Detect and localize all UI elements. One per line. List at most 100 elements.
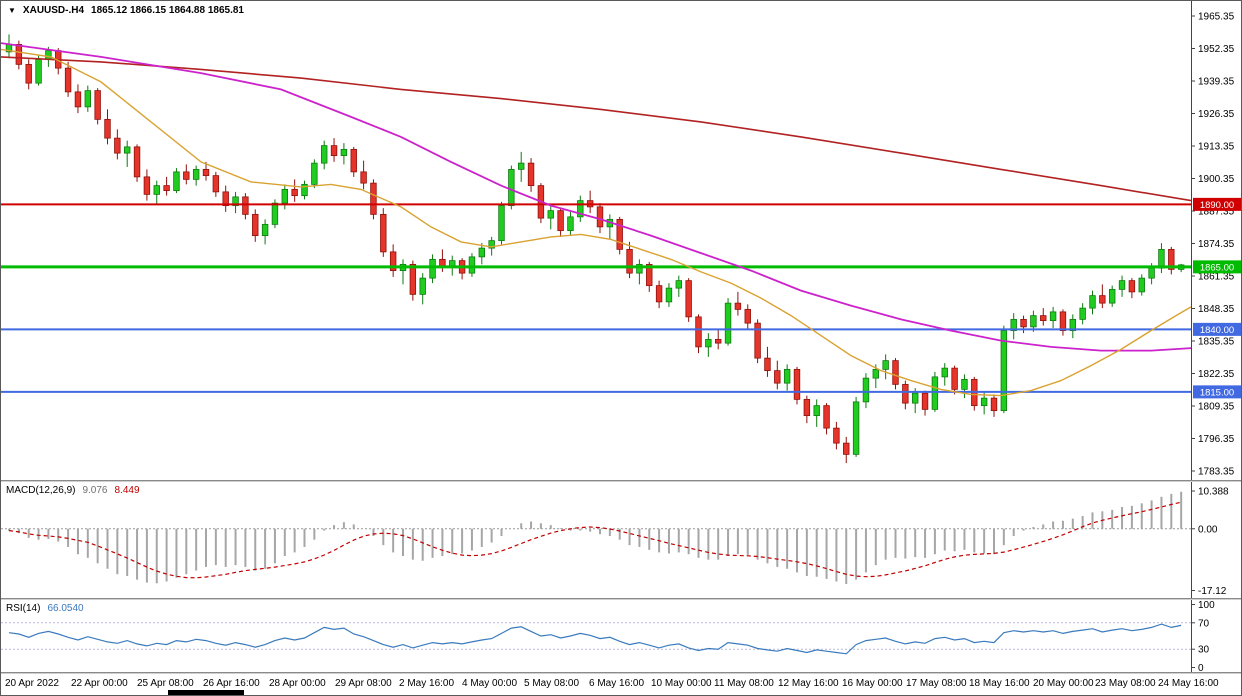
macd-pane[interactable]: 10.3880.00-17.12 MACD(12,26,9) 9.076 8.4…: [1, 482, 1242, 598]
candle-down: [184, 172, 190, 180]
candle-down: [75, 92, 81, 107]
rsi-name: RSI(14): [6, 603, 40, 614]
candle-up: [568, 217, 574, 231]
price-axis-label: 1809.35: [1198, 402, 1235, 413]
symbol-period-label: XAUUSD-.H4: [23, 5, 84, 16]
main-chart-canvas: 1965.351952.351939.351926.351913.351900.…: [1, 1, 1242, 480]
rsi-pane[interactable]: 10070300 RSI(14) 66.0540: [1, 600, 1242, 672]
candle-up: [420, 278, 426, 294]
candle-down: [144, 177, 150, 195]
rsi-axis-label: 70: [1198, 618, 1210, 629]
candle-down: [1021, 319, 1027, 327]
price-axis-label: 1783.35: [1198, 467, 1235, 478]
candle-up: [962, 379, 968, 389]
candle-up: [725, 303, 731, 343]
candle-down: [922, 393, 928, 409]
candle-up: [85, 91, 91, 107]
candle-down: [765, 358, 771, 371]
candle-up: [282, 189, 288, 203]
candle-up: [1090, 296, 1096, 309]
candle-down: [804, 399, 810, 415]
time-axis-label: 23 May 08:00: [1095, 678, 1156, 689]
candle-down: [686, 281, 692, 317]
time-axis-label: 22 Apr 00:00: [71, 678, 128, 689]
time-axis-label: 20 Apr 2022: [5, 678, 59, 689]
candle-down: [95, 91, 101, 120]
time-axis-label: 29 Apr 08:00: [335, 678, 392, 689]
time-axis-label: 25 Apr 08:00: [137, 678, 194, 689]
candle-up: [1139, 278, 1145, 292]
candle-down: [1129, 281, 1135, 292]
macd-signal-line: [9, 502, 1181, 578]
price-axis-label: 1900.35: [1198, 174, 1235, 185]
candle-up: [883, 361, 889, 370]
candle-up: [1159, 249, 1165, 268]
rsi-label: RSI(14) 66.0540: [6, 603, 84, 614]
candle-down: [65, 68, 71, 92]
candle-up: [1001, 331, 1007, 411]
screen-artifact: [168, 690, 244, 696]
candle-down: [656, 286, 662, 302]
price-level-badge-label: 1815.00: [1200, 387, 1234, 398]
candle-down: [775, 371, 781, 384]
candle-down: [558, 211, 564, 231]
candle-up: [666, 288, 672, 302]
price-axis-label: 1952.35: [1198, 44, 1235, 55]
candle-up: [518, 163, 524, 169]
time-axis-label: 24 May 16:00: [1158, 678, 1219, 689]
time-axis-label: 12 May 16:00: [778, 678, 839, 689]
candle-up: [1119, 281, 1125, 290]
time-axis-label: 16 May 00:00: [842, 678, 903, 689]
candle-down: [952, 368, 958, 389]
ohlc-values: 1865.12 1866.15 1864.88 1865.81: [91, 5, 244, 16]
price-axis-label: 1939.35: [1198, 77, 1235, 88]
macd-axis-label: 0.00: [1198, 524, 1218, 535]
candle-down: [331, 146, 337, 156]
candle-up: [174, 172, 180, 191]
time-axis-label: 4 May 00:00: [462, 678, 517, 689]
price-level-badge-label: 1865.00: [1200, 262, 1234, 273]
rsi-canvas: 10070300: [1, 600, 1242, 672]
expand-triangle-icon[interactable]: ▼: [8, 6, 16, 16]
macd-axis-label: 10.388: [1198, 487, 1229, 498]
candle-up: [1050, 312, 1056, 321]
ma-fast-gold: [1, 49, 1191, 395]
candle-up: [784, 369, 790, 383]
candle-up: [341, 149, 347, 155]
candle-up: [1109, 289, 1115, 303]
candle-up: [469, 257, 475, 273]
time-axis-label: 26 Apr 16:00: [203, 678, 260, 689]
candle-down: [16, 44, 22, 64]
main-chart-pane[interactable]: 1965.351952.351939.351926.351913.351900.…: [1, 1, 1242, 480]
candle-up: [193, 169, 199, 179]
time-axis-label: 18 May 16:00: [969, 678, 1030, 689]
price-axis-label: 1874.35: [1198, 239, 1235, 250]
macd-canvas: 10.3880.00-17.12: [1, 482, 1242, 598]
candle-up: [321, 146, 327, 164]
price-axis-label: 1926.35: [1198, 109, 1235, 120]
candle-down: [824, 406, 830, 429]
time-axis-label: 6 May 16:00: [589, 678, 644, 689]
price-axis-label: 1913.35: [1198, 142, 1235, 153]
time-axis-label: 20 May 00:00: [1033, 678, 1094, 689]
candle-down: [627, 249, 633, 273]
macd-label: MACD(12,26,9) 9.076 8.449: [6, 485, 140, 496]
candle-up: [932, 377, 938, 410]
rsi-value: 66.0540: [47, 603, 83, 614]
candle-up: [272, 203, 278, 224]
rsi-axis-label: 30: [1198, 645, 1210, 656]
candle-down: [735, 303, 741, 309]
candle-up: [499, 206, 505, 241]
rsi-axis-label: 0: [1198, 663, 1204, 672]
time-axis-label: 17 May 08:00: [906, 678, 967, 689]
candle-up: [853, 402, 859, 455]
candle-up: [509, 169, 515, 205]
candle-down: [105, 119, 111, 138]
candle-up: [124, 147, 130, 153]
price-level-badge-label: 1890.00: [1200, 200, 1234, 211]
candle-down: [834, 428, 840, 443]
candle-down: [715, 339, 721, 343]
candle-down: [371, 183, 377, 214]
candle-up: [863, 378, 869, 402]
candle-up: [312, 163, 318, 184]
